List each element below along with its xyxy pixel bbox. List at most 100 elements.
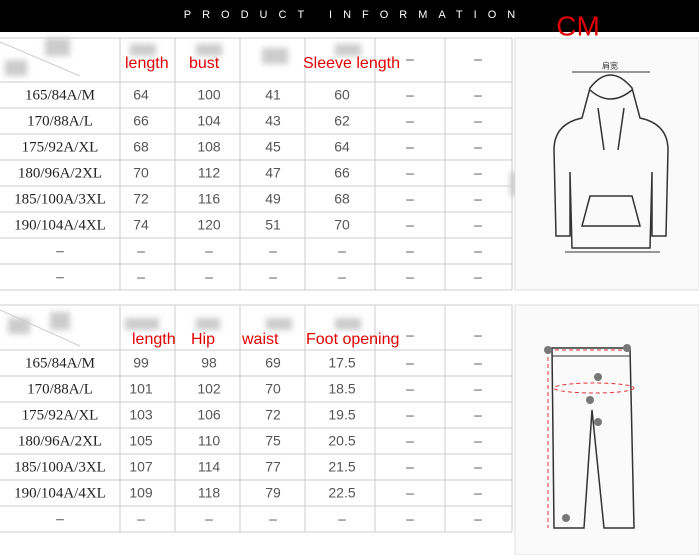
value-cell: – (406, 87, 414, 103)
size-cell: 180/96A/2XL (18, 165, 102, 181)
value-cell: 64 (334, 139, 350, 155)
value-cell: – (269, 243, 277, 259)
column-header: bust (189, 55, 220, 72)
column-header: – (406, 51, 414, 67)
value-cell: – (474, 191, 482, 207)
value-cell: 62 (334, 113, 350, 129)
header-diagonal (0, 41, 81, 77)
value-cell: 72 (133, 191, 149, 207)
value-cell: 17.5 (328, 355, 355, 371)
column-header: – (406, 327, 414, 343)
value-cell: – (137, 269, 145, 285)
value-cell: – (474, 165, 482, 181)
value-cell: – (137, 243, 145, 259)
value-cell: – (406, 243, 414, 259)
value-cell: – (338, 511, 346, 527)
value-cell: 104 (197, 113, 221, 129)
value-cell: – (474, 87, 482, 103)
value-cell: 51 (265, 217, 281, 233)
header-diagonal (0, 309, 81, 347)
value-cell: 49 (265, 191, 281, 207)
size-cell: 190/104A/4XL (14, 485, 106, 501)
value-cell: – (406, 407, 414, 423)
value-cell: 118 (198, 485, 221, 501)
value-cell: – (474, 381, 482, 397)
value-cell: – (474, 269, 482, 285)
column-header: – (474, 327, 482, 343)
value-cell: – (406, 381, 414, 397)
value-cell: – (474, 217, 482, 233)
value-cell: 20.5 (328, 433, 355, 449)
value-cell: 100 (197, 87, 221, 103)
hoodie-drawing: 肩宽 (514, 37, 699, 291)
column-header: Sleeve length (303, 55, 400, 72)
value-cell: – (474, 485, 482, 501)
column-header: Foot opening (306, 331, 399, 348)
value-cell: – (338, 269, 346, 285)
value-cell: – (474, 459, 482, 475)
size-cell: – (55, 243, 64, 259)
value-cell: – (474, 139, 482, 155)
size-cell: 190/104A/4XL (14, 217, 106, 233)
value-cell: 120 (197, 217, 221, 233)
value-cell: 109 (129, 485, 153, 501)
value-cell: 70 (133, 165, 149, 181)
value-cell: – (474, 407, 482, 423)
value-cell: – (205, 243, 213, 259)
value-cell: – (406, 165, 414, 181)
value-cell: – (406, 355, 414, 371)
value-cell: – (406, 217, 414, 233)
value-cell: 45 (265, 139, 281, 155)
value-cell: 69 (265, 355, 281, 371)
value-cell: 47 (265, 165, 281, 181)
value-cell: – (474, 511, 482, 527)
value-cell: – (406, 511, 414, 527)
column-header: length (125, 55, 169, 72)
value-cell: 70 (265, 381, 281, 397)
value-cell: 114 (198, 459, 221, 475)
value-cell: – (406, 113, 414, 129)
title-bar (0, 0, 699, 32)
unit: CM (556, 10, 600, 41)
value-cell: – (338, 243, 346, 259)
value-cell: 116 (198, 191, 221, 207)
size-cell: 180/96A/2XL (18, 433, 102, 449)
value-cell: – (269, 511, 277, 527)
value-cell: 107 (129, 459, 153, 475)
column-header: Hip (191, 331, 215, 348)
value-cell: – (474, 243, 482, 259)
value-cell: – (474, 433, 482, 449)
size-cell: 165/84A/M (25, 355, 95, 371)
value-cell: 105 (129, 433, 153, 449)
value-cell: 64 (133, 87, 149, 103)
value-cell: – (406, 139, 414, 155)
value-cell: 68 (133, 139, 149, 155)
value-cell: – (474, 113, 482, 129)
value-cell: 66 (133, 113, 149, 129)
value-cell: 108 (197, 139, 221, 155)
size-cell: 185/100A/3XL (14, 191, 106, 207)
value-cell: 102 (197, 381, 221, 397)
column-header: waist (241, 331, 279, 348)
pants-drawing (514, 304, 699, 555)
value-cell: 79 (265, 485, 281, 501)
value-cell: – (406, 459, 414, 475)
value-cell: – (269, 269, 277, 285)
value-cell: – (406, 269, 414, 285)
column-header: length (132, 331, 176, 348)
value-cell: – (406, 485, 414, 501)
size-cell: 175/92A/XL (22, 139, 99, 155)
value-cell: 60 (334, 87, 350, 103)
size-cell: 175/92A/XL (22, 407, 99, 423)
size-cell: 170/88A/L (27, 113, 93, 129)
size-cell: 170/88A/L (27, 381, 93, 397)
title: PRODUCT INFORMATION (184, 9, 526, 21)
value-cell: 106 (197, 407, 221, 423)
value-cell: – (205, 269, 213, 285)
value-cell: 110 (198, 433, 221, 449)
value-cell: 41 (265, 87, 281, 103)
column-header: – (474, 51, 482, 67)
value-cell: 99 (133, 355, 149, 371)
size-cell: – (55, 511, 64, 527)
value-cell: – (406, 191, 414, 207)
